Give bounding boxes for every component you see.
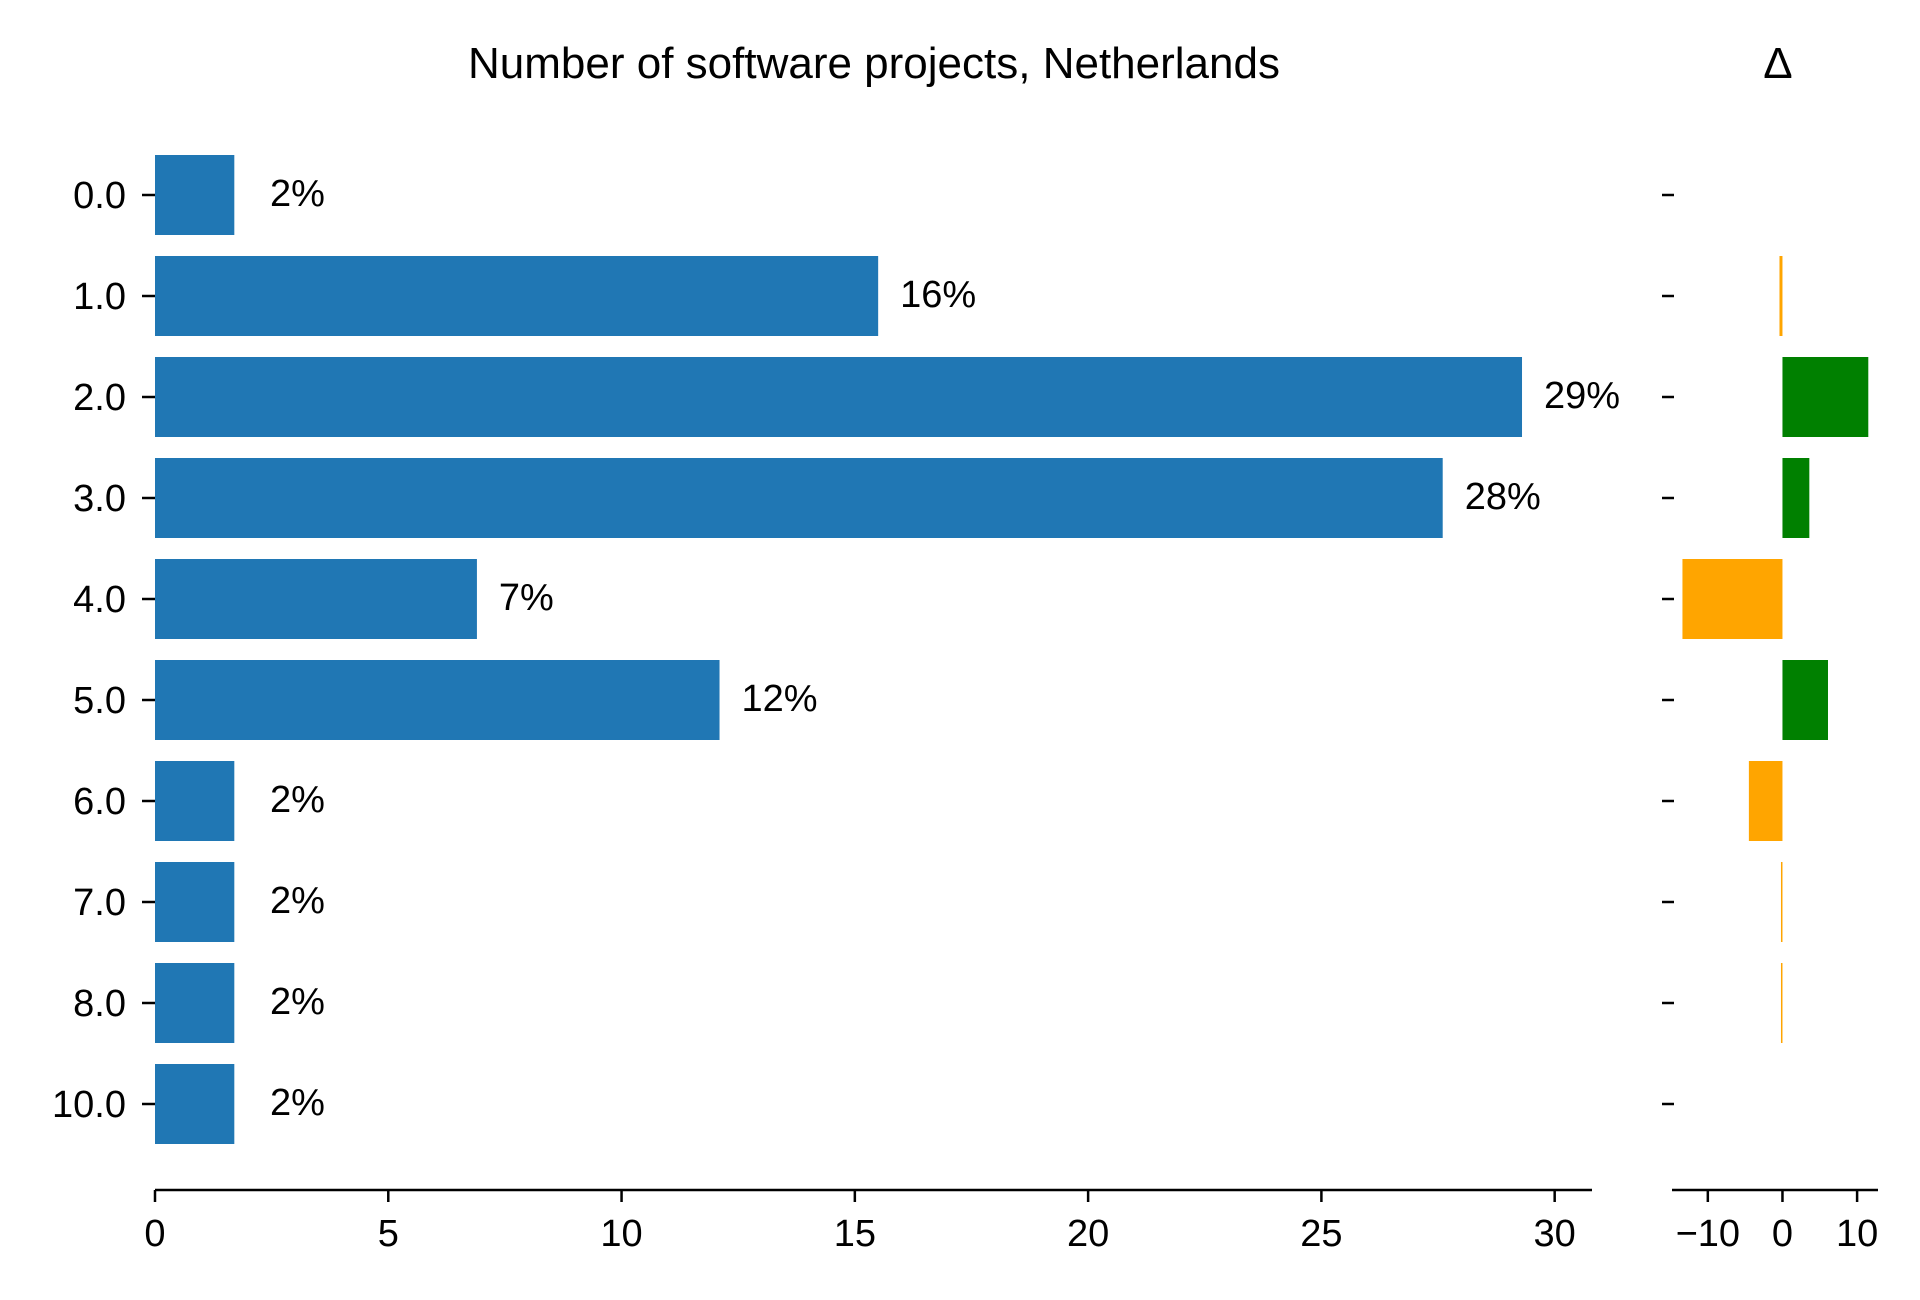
y-tick-label-main: 4.0	[73, 579, 126, 621]
bar-value-label: 7%	[499, 577, 554, 619]
x-tick-label-main: 15	[834, 1213, 876, 1255]
bar-value-label: 28%	[1465, 476, 1541, 518]
bar-delta-3-0	[1782, 458, 1810, 538]
y-tick-label-main: 10.0	[52, 1084, 126, 1126]
bar-main-0-0	[155, 155, 235, 235]
bar-value-label: 2%	[270, 1082, 325, 1124]
y-tick-label-main: 0.0	[73, 175, 126, 217]
bar-value-label: 2%	[270, 173, 325, 215]
main-bar-panel: Number of software projects, Netherlands…	[52, 39, 1620, 1255]
x-tick-label-delta: 10	[1836, 1213, 1878, 1255]
bar-delta-2-0	[1782, 357, 1869, 437]
bar-main-10-0	[155, 1064, 235, 1144]
x-tick-label-delta: 0	[1772, 1213, 1793, 1255]
y-tick-label-main: 3.0	[73, 478, 126, 520]
x-tick-label-main: 5	[378, 1213, 399, 1255]
bar-main-6-0	[155, 761, 235, 841]
y-tick-label-main: 2.0	[73, 377, 126, 419]
bar-delta-7-0	[1780, 862, 1783, 942]
bar-delta-4-0	[1682, 559, 1783, 639]
bar-main-5-0	[155, 660, 720, 740]
x-tick-label-main: 0	[144, 1213, 165, 1255]
bar-value-label: 2%	[270, 981, 325, 1023]
bar-value-label: 2%	[270, 880, 325, 922]
bar-main-1-0	[155, 256, 879, 336]
bar-delta-6-0	[1748, 761, 1783, 841]
bar-value-label: 29%	[1544, 375, 1620, 417]
x-tick-label-delta: −10	[1676, 1213, 1740, 1255]
delta-bar-panel: Δ −10 0 10	[1662, 39, 1878, 1255]
bar-delta-1-0	[1779, 256, 1783, 336]
bar-main-4-0	[155, 559, 477, 639]
bar-main-2-0	[155, 357, 1523, 437]
bar-main-7-0	[155, 862, 235, 942]
x-tick-label-main: 10	[600, 1213, 642, 1255]
y-tick-label-main: 1.0	[73, 276, 126, 318]
x-tick-label-main: 20	[1067, 1213, 1109, 1255]
y-tick-label-main: 6.0	[73, 781, 126, 823]
y-tick-label-main: 8.0	[73, 983, 126, 1025]
x-tick-label-main: 25	[1300, 1213, 1342, 1255]
bar-main-8-0	[155, 963, 235, 1043]
bar-delta-5-0	[1782, 660, 1828, 740]
y-tick-label-main: 5.0	[73, 680, 126, 722]
bar-value-label: 12%	[742, 678, 818, 720]
bar-value-label: 16%	[900, 274, 976, 316]
bar-main-3-0	[155, 458, 1443, 538]
main-chart-title: Number of software projects, Netherlands	[468, 39, 1280, 88]
delta-chart-title: Δ	[1763, 39, 1792, 88]
x-tick-label-main: 30	[1534, 1213, 1576, 1255]
y-tick-label-main: 7.0	[73, 882, 126, 924]
bar-value-label: 2%	[270, 779, 325, 821]
bar-delta-8-0	[1780, 963, 1783, 1043]
